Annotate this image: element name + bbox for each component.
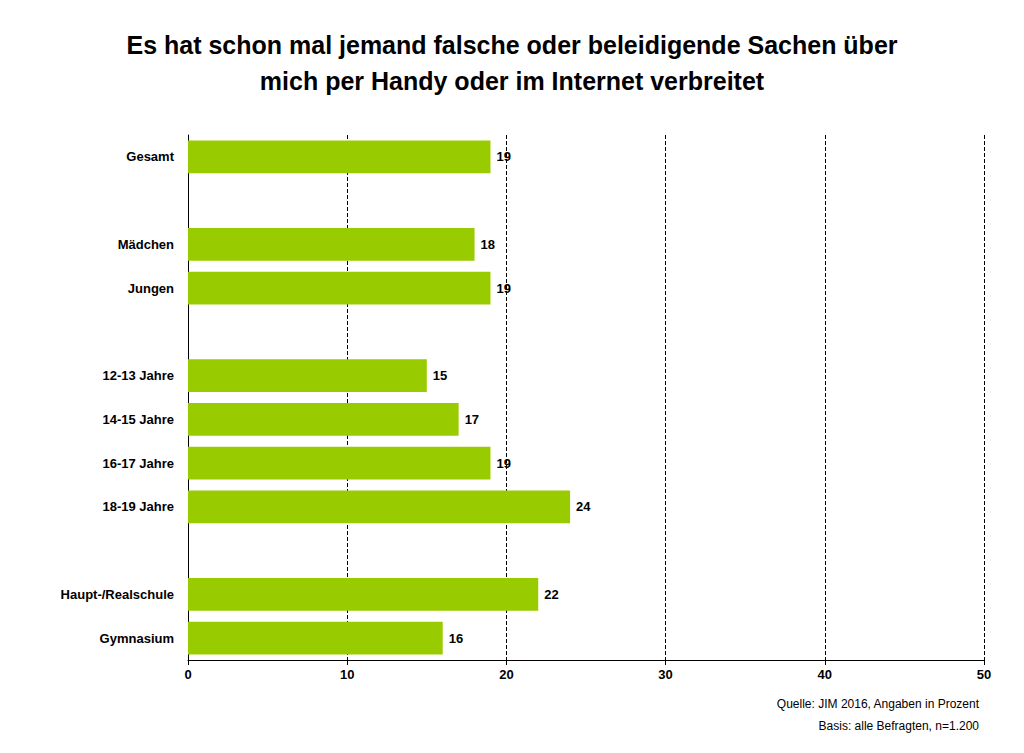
svg-text:mich per Handy oder im Interne: mich per Handy oder im Internet verbreit… — [260, 67, 765, 95]
svg-text:19: 19 — [496, 281, 510, 296]
svg-text:16-17 Jahre: 16-17 Jahre — [102, 456, 174, 471]
svg-text:16: 16 — [449, 631, 463, 646]
svg-text:Quelle: JIM 2016, Angaben in P: Quelle: JIM 2016, Angaben in Prozent — [777, 697, 980, 711]
svg-text:24: 24 — [576, 499, 591, 514]
svg-text:20: 20 — [499, 667, 513, 682]
svg-text:0: 0 — [184, 667, 191, 682]
svg-text:30: 30 — [658, 667, 672, 682]
svg-text:18: 18 — [481, 237, 495, 252]
svg-text:19: 19 — [496, 149, 510, 164]
svg-text:40: 40 — [818, 667, 832, 682]
svg-text:18-19 Jahre: 18-19 Jahre — [102, 499, 174, 514]
svg-text:14-15 Jahre: 14-15 Jahre — [102, 412, 174, 427]
svg-text:Haupt-/Realschule: Haupt-/Realschule — [61, 587, 174, 602]
svg-text:22: 22 — [544, 587, 558, 602]
svg-text:Basis: alle Befragten, n=1.200: Basis: alle Befragten, n=1.200 — [819, 719, 980, 733]
svg-text:15: 15 — [433, 368, 447, 383]
svg-text:10: 10 — [340, 667, 354, 682]
svg-text:Gesamt: Gesamt — [126, 149, 174, 164]
svg-text:50: 50 — [977, 667, 991, 682]
svg-text:19: 19 — [496, 456, 510, 471]
svg-text:Es hat schon mal jemand falsch: Es hat schon mal jemand falsche oder bel… — [126, 31, 897, 59]
svg-text:Gymnasium: Gymnasium — [100, 631, 174, 646]
svg-text:12-13 Jahre: 12-13 Jahre — [102, 368, 174, 383]
svg-text:17: 17 — [465, 412, 479, 427]
svg-text:Jungen: Jungen — [128, 281, 174, 296]
svg-text:Mädchen: Mädchen — [118, 237, 174, 252]
